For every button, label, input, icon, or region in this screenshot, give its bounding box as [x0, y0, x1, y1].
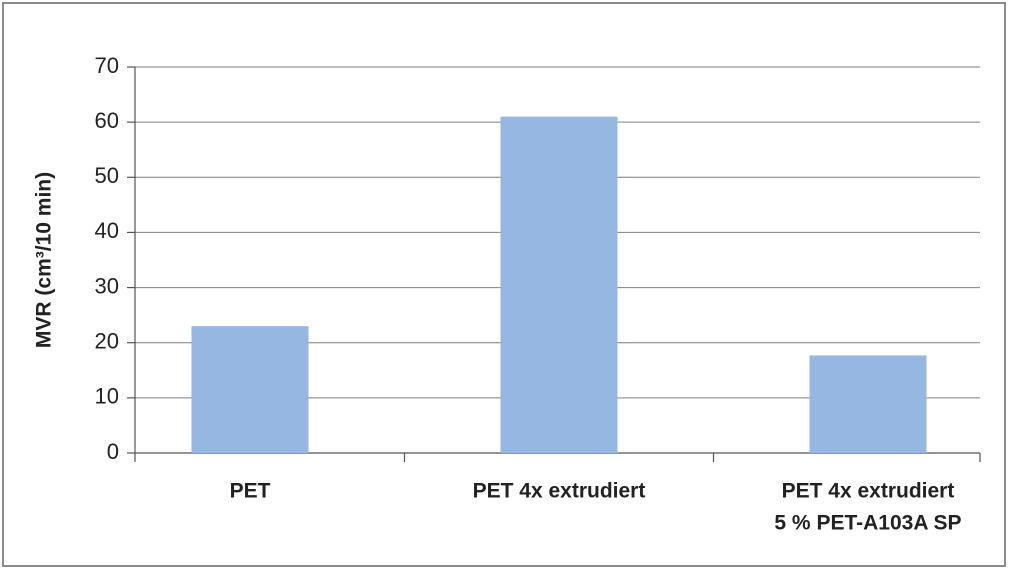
bar: [500, 116, 618, 453]
y-tick-label: 60: [95, 108, 119, 133]
y-tick-label: 40: [95, 218, 119, 243]
bar: [809, 355, 927, 453]
y-tick-label: 30: [95, 273, 119, 298]
y-tick-label: 50: [95, 163, 119, 188]
y-axis-label: MVR (cm³/10 min): [33, 172, 56, 348]
y-tick-label: 70: [95, 53, 119, 78]
x-tick-label: PET 4x extrudiert: [473, 480, 646, 503]
x-tick-label: 5 % PET-A103A SP: [774, 512, 961, 535]
x-tick-label: PET 4x extrudiert: [782, 480, 955, 503]
y-tick-label: 20: [95, 329, 119, 354]
x-tick-label: PET: [230, 480, 271, 503]
y-tick-label: 10: [95, 384, 119, 409]
y-tick-label: 0: [107, 439, 119, 464]
bar: [191, 326, 309, 453]
